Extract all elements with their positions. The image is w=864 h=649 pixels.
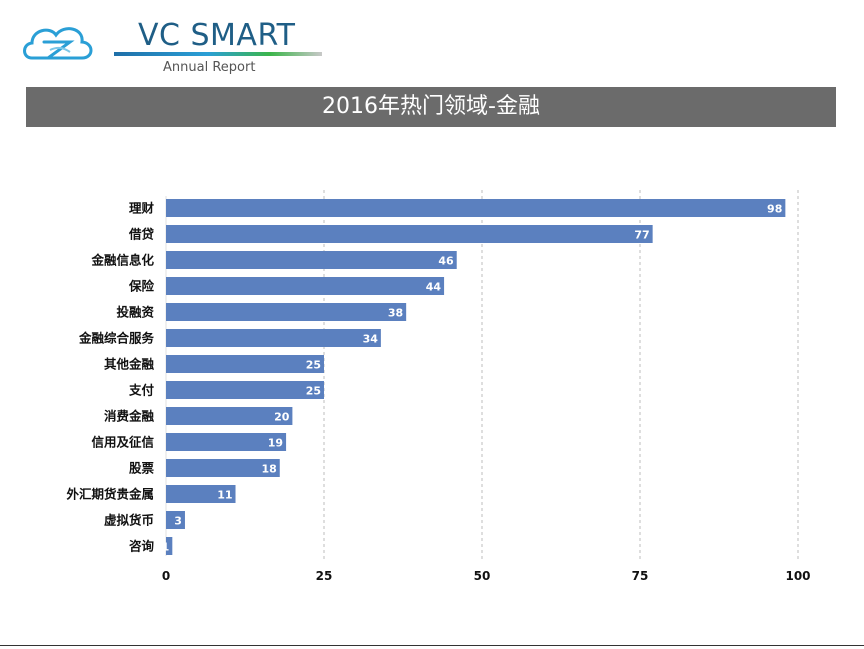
bar-2 [166,251,457,269]
data-label-9: 19 [268,437,283,450]
brand-subtitle: Annual Report [163,60,256,75]
footer-divider [0,645,864,646]
category-label-10: 股票 [129,461,155,476]
data-label-6: 25 [306,359,321,372]
category-label-5: 金融综合服务 [78,331,155,346]
data-label-2: 46 [438,255,454,268]
vc-smart-logo [23,27,93,60]
x-tick-label-4: 100 [785,569,810,583]
brand-underline [114,52,322,56]
category-label-6: 其他金融 [104,357,155,372]
data-label-11: 11 [217,489,232,502]
bar-13 [166,537,173,555]
category-label-1: 借贷 [128,227,155,242]
data-label-1: 77 [634,229,649,242]
x-tick-label-0: 0 [162,569,170,583]
data-label-7: 25 [306,385,321,398]
data-label-13: 1 [162,541,170,554]
bar-8 [166,407,293,425]
data-label-3: 44 [426,281,442,294]
bar-1 [166,225,653,243]
page-title: 2016年热门领域-金融 [26,87,836,127]
bar-3 [166,277,445,295]
bar-9 [166,433,287,451]
category-label-9: 信用及征信 [91,435,154,450]
category-label-3: 保险 [128,279,155,294]
category-label-12: 虚拟货币 [104,513,154,528]
data-label-8: 20 [274,411,290,424]
data-label-10: 18 [261,463,276,476]
bar-6 [166,355,324,373]
data-label-12: 3 [174,515,182,528]
data-label-4: 38 [388,307,403,320]
data-label-0: 98 [767,203,782,216]
category-label-0: 理财 [129,201,155,216]
category-label-8: 消费金融 [104,409,155,424]
category-label-2: 金融信息化 [90,253,154,268]
bar-11 [166,485,236,503]
bar-5 [166,329,381,347]
brand-name: VC SMART [138,18,296,53]
data-label-5: 34 [363,333,379,346]
category-label-13: 咨询 [129,539,155,554]
x-tick-label-1: 25 [316,569,333,583]
bar-12 [166,511,185,529]
category-label-4: 投融资 [116,305,154,320]
bar-4 [166,303,407,321]
bar-7 [166,381,324,399]
category-label-7: 支付 [128,383,155,398]
x-tick-label-3: 75 [632,569,649,583]
x-tick-label-2: 50 [474,569,491,583]
bar-10 [166,459,280,477]
bar-0 [166,199,786,217]
category-label-11: 外汇期货贵金属 [65,487,154,502]
